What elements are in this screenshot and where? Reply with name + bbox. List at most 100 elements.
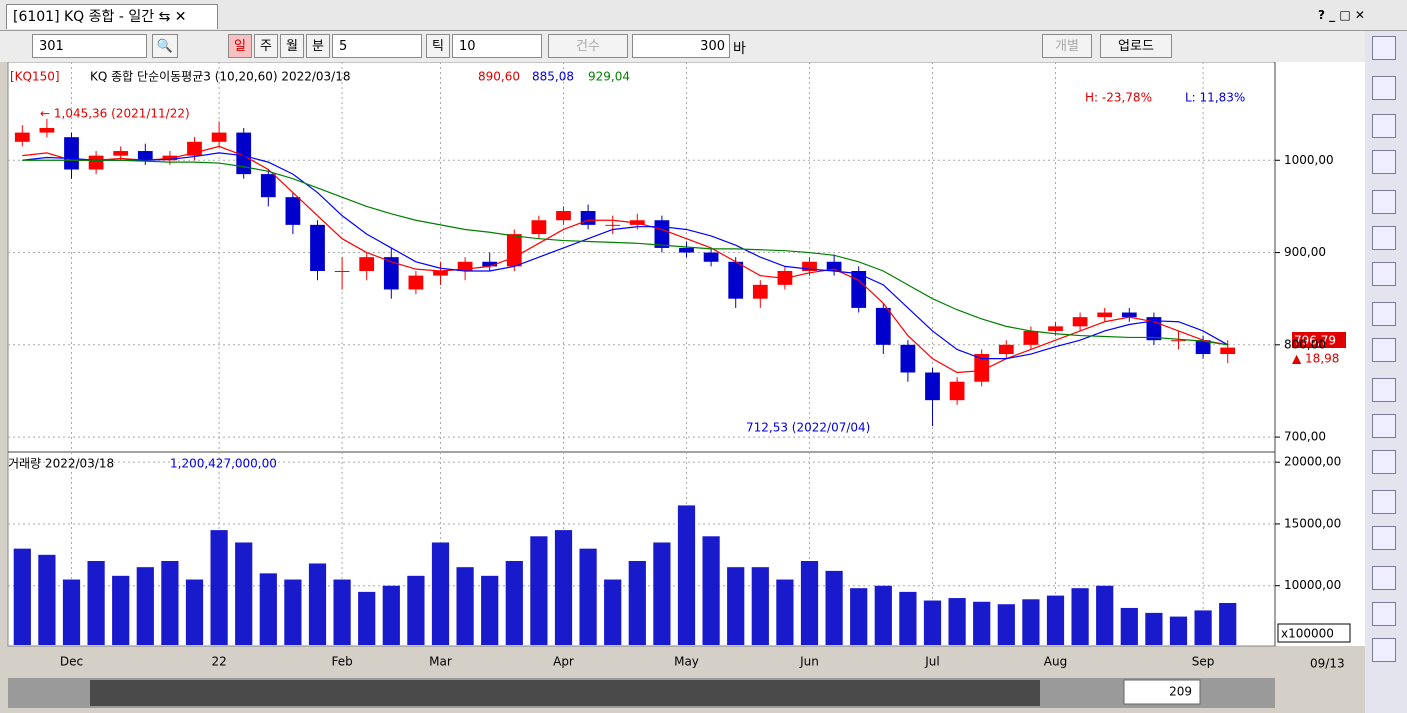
candle-body: [14, 132, 30, 142]
count-input[interactable]: 300: [632, 34, 730, 58]
tool-icon[interactable]: [1372, 638, 1396, 662]
month-button[interactable]: 월: [280, 34, 304, 58]
volume-bar: [13, 548, 31, 645]
candle-body: [1195, 340, 1211, 355]
week-button[interactable]: 주: [254, 34, 278, 58]
tool-icon[interactable]: [1372, 414, 1396, 438]
volume-bar: [505, 561, 523, 645]
candle-body: [260, 174, 276, 198]
tool-icon[interactable]: [1372, 36, 1396, 60]
tool-icon[interactable]: [1372, 566, 1396, 590]
tool-icon[interactable]: [1372, 338, 1396, 362]
candle-body: [875, 307, 891, 345]
tool-icon[interactable]: [1372, 150, 1396, 174]
candle-body: [285, 197, 301, 225]
tab-title: [6101] KQ 종합 - 일간: [13, 9, 155, 25]
x-tick-label: Sep: [1192, 655, 1215, 669]
upload-button[interactable]: 업로드: [1100, 34, 1172, 58]
y-tick-label: 800,00: [1284, 337, 1326, 351]
candle-body: [974, 354, 990, 382]
volume-bar: [1022, 599, 1040, 645]
volume-bar: [407, 575, 425, 645]
x-tick-label: Feb: [331, 655, 352, 669]
tool-icon[interactable]: [1372, 378, 1396, 402]
count-select[interactable]: 건수: [548, 34, 628, 58]
volume-bar: [800, 561, 819, 645]
volume-bar: [161, 561, 179, 645]
side-toolbar: [1365, 31, 1407, 713]
info-ma10: 890,60: [478, 70, 520, 84]
volume-bar: [1169, 616, 1188, 645]
code-input[interactable]: 301: [32, 34, 147, 58]
day-button[interactable]: 일: [228, 34, 252, 58]
tick-select[interactable]: 10: [452, 34, 542, 58]
candle-body: [949, 381, 965, 401]
search-button[interactable]: 🔍: [152, 34, 178, 58]
tool-icon[interactable]: [1372, 226, 1396, 250]
unit-box: [1277, 623, 1351, 643]
volume-bar: [1120, 607, 1138, 645]
candle-body: [900, 344, 916, 373]
candle-body: [605, 224, 621, 226]
candle-body: [457, 261, 473, 271]
tool-icon[interactable]: [1372, 526, 1396, 550]
tool-icon[interactable]: [1372, 490, 1396, 514]
tool-icon[interactable]: [1372, 262, 1396, 286]
tool-icon[interactable]: [1372, 450, 1396, 474]
volume-bar: [751, 567, 769, 645]
title-bar: [0, 0, 1407, 31]
candle-body: [137, 151, 153, 161]
scroll-overview[interactable]: [90, 680, 1040, 706]
tick-button[interactable]: 틱: [426, 34, 450, 58]
candle-body: [1171, 340, 1186, 342]
volume-bar: [825, 570, 843, 645]
minute-select[interactable]: 5: [332, 34, 422, 58]
volume-bar: [308, 563, 327, 645]
window-controls[interactable]: ? _ □ ✕: [1318, 8, 1365, 22]
candle-body: [310, 224, 325, 271]
candle-body: [998, 344, 1014, 355]
y-tick-label: 15000,00: [1284, 516, 1341, 530]
x-tick-label: Apr: [553, 655, 574, 669]
candle-body: [752, 284, 768, 299]
candle-body: [802, 261, 817, 271]
tool-icon[interactable]: [1372, 602, 1396, 626]
volume-bar: [727, 567, 745, 645]
minute-button[interactable]: 분: [306, 34, 330, 58]
bar-count-box[interactable]: [1123, 679, 1201, 705]
volume-bar: [1096, 585, 1114, 645]
tool-icon[interactable]: [1372, 302, 1396, 326]
candle-body: [1220, 347, 1236, 355]
x-tick-label: Jul: [924, 655, 939, 669]
candle-body: [1023, 330, 1039, 345]
tool-icon[interactable]: [1372, 114, 1396, 138]
candle-body: [703, 252, 719, 262]
individual-button[interactable]: 개별: [1042, 34, 1092, 58]
y-tick-label: 700,00: [1284, 430, 1326, 444]
volume-value: 1,200,427,000,00: [170, 457, 277, 471]
min-annotation: 712,53 (2022/07/04): [746, 421, 870, 435]
candle-body: [1121, 312, 1137, 318]
volume-bar: [1071, 588, 1089, 645]
candle-body: [408, 275, 424, 290]
tab[interactable]: [6101] KQ 종합 - 일간 ⇆ ✕: [6, 4, 218, 29]
y-tick-label: 20000,00: [1284, 455, 1341, 469]
volume-bar: [235, 542, 253, 645]
volume-bar: [776, 579, 794, 645]
volume-bar: [210, 530, 228, 645]
candle-body: [383, 257, 399, 290]
current-date: 09/13: [1310, 657, 1345, 671]
volume-bar: [112, 575, 130, 645]
y-tick-label: 900,00: [1284, 245, 1326, 259]
axis-background: [1275, 62, 1365, 646]
x-tick-label: May: [674, 655, 699, 669]
tool-icon[interactable]: [1372, 190, 1396, 214]
volume-bar: [136, 567, 154, 645]
candle-body: [1097, 312, 1113, 318]
x-tick-label: Jun: [799, 655, 819, 669]
volume-bar: [899, 591, 917, 645]
tool-icon[interactable]: [1372, 76, 1396, 100]
y-tick-label: 1000,00: [1284, 153, 1334, 167]
candle-body: [506, 234, 522, 267]
volume-bar: [554, 530, 573, 645]
